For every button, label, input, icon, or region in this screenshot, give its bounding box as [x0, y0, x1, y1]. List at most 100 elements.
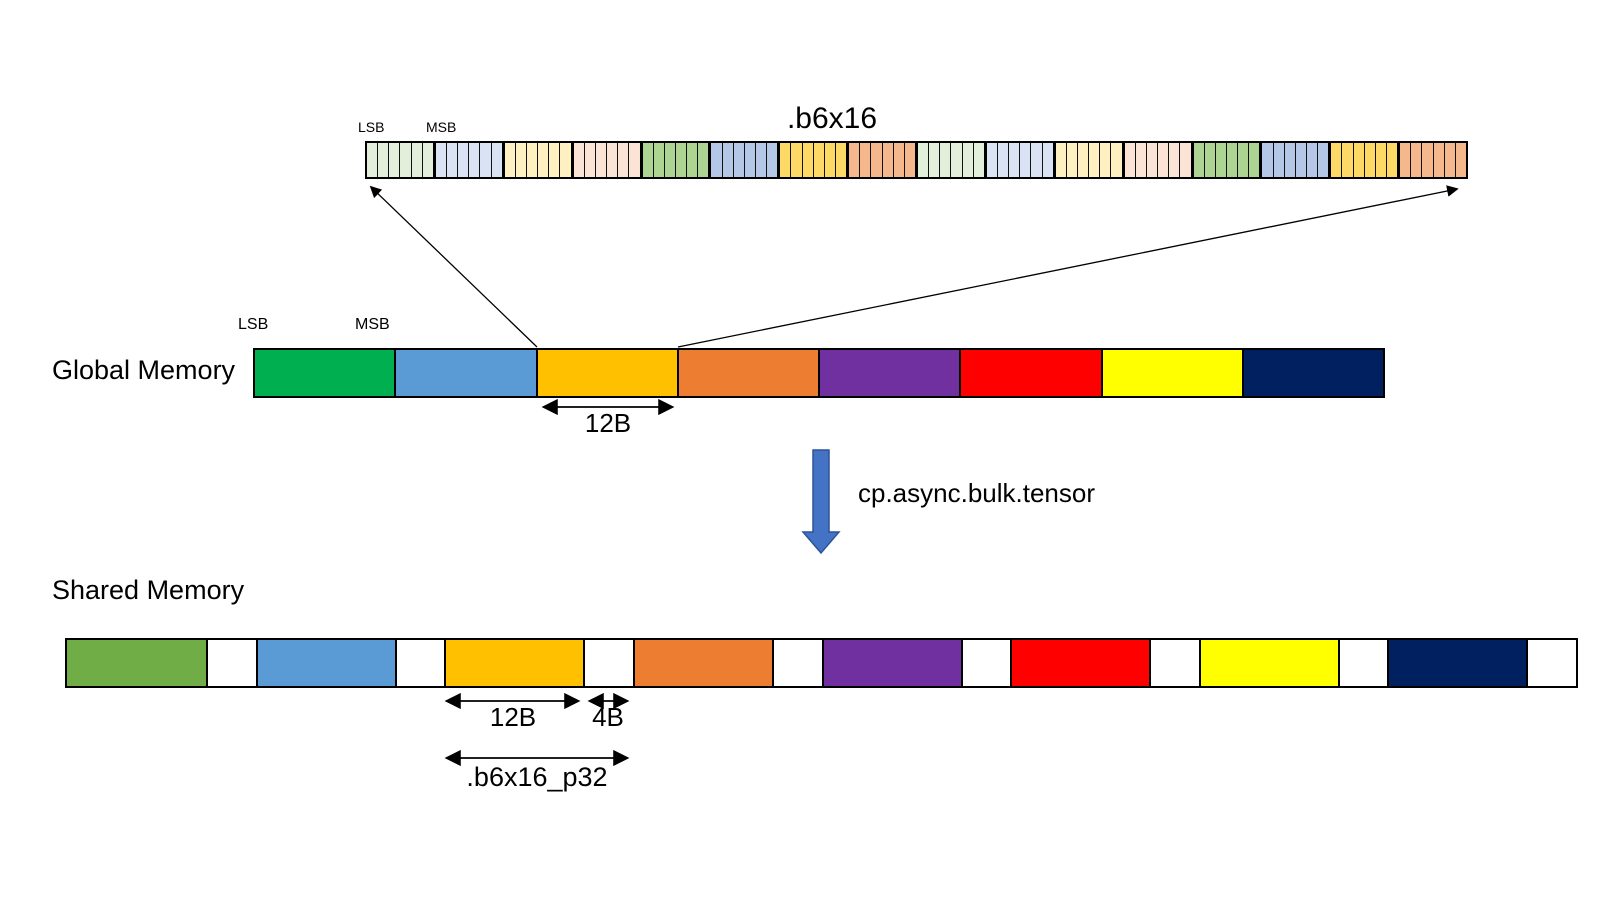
bit-group — [570, 143, 640, 177]
bit-group — [367, 143, 433, 177]
bit-cell — [1305, 143, 1317, 177]
global-block-amber — [535, 348, 679, 398]
copy-instruction-label: cp.async.bulk.tensor — [858, 478, 1096, 508]
bit-cell — [1168, 143, 1179, 177]
copy-down-arrow — [803, 450, 839, 553]
shared-memory-label: Shared Memory — [52, 575, 245, 605]
bit-cell — [1125, 143, 1135, 177]
bit-cell — [388, 143, 399, 177]
bit-cell — [410, 143, 422, 177]
bit-cell — [1145, 143, 1157, 177]
bit-cell — [1030, 143, 1041, 177]
bit-cell — [1088, 143, 1099, 177]
shared-padding-gap — [773, 640, 822, 686]
bit-cell — [928, 143, 939, 177]
shared-b6x16p32-label: .b6x16_p32 — [466, 762, 608, 792]
global-memory-row — [253, 348, 1385, 398]
shared-padding-gap — [1528, 640, 1576, 686]
bit-strip — [365, 141, 1468, 179]
bit-group — [777, 143, 847, 177]
shared-padding-gap — [208, 640, 256, 686]
bit-cell — [559, 143, 570, 177]
shared-padding-gap — [585, 640, 633, 686]
bit-cell — [1225, 143, 1237, 177]
shared-block-navy — [1387, 640, 1529, 686]
bit-cell — [1203, 143, 1215, 177]
bit-cell — [743, 143, 755, 177]
bit-cell — [1432, 143, 1444, 177]
bit-cell — [674, 143, 686, 177]
bit-cell — [766, 143, 777, 177]
bit-cell — [505, 143, 515, 177]
bit-cell — [686, 143, 697, 177]
bit-strip-msb-label: MSB — [426, 119, 457, 135]
bit-cell — [643, 143, 653, 177]
bit-cell — [711, 143, 721, 177]
bit-cell — [1272, 143, 1284, 177]
bit-cell — [1134, 143, 1146, 177]
bit-cell — [514, 143, 526, 177]
bit-group — [915, 143, 984, 177]
bit-cell — [697, 143, 708, 177]
bit-cell — [1331, 143, 1341, 177]
shared-block-yellow — [1198, 640, 1340, 686]
bit-cell — [399, 143, 410, 177]
shared-padding-gap — [396, 640, 445, 686]
bit-cell — [663, 143, 675, 177]
bit-cell — [583, 143, 595, 177]
bit-cell — [574, 143, 584, 177]
shared-memory-row — [65, 638, 1578, 688]
copy-down-arrow-outline — [801, 449, 841, 555]
bit-cell — [1214, 143, 1226, 177]
bit-cell — [903, 143, 915, 177]
bit-cell — [823, 143, 835, 177]
bit-cell — [1374, 143, 1386, 177]
bit-group — [846, 143, 915, 177]
bit-group — [708, 143, 778, 177]
bit-cell — [1421, 143, 1432, 177]
shared-12b-label: 12B — [489, 702, 537, 732]
global-block-red — [959, 348, 1103, 398]
bit-cell — [1194, 143, 1204, 177]
bit-cell — [1008, 143, 1019, 177]
bit-cell — [1262, 143, 1272, 177]
bit-cell — [1443, 143, 1455, 177]
bit-group — [501, 143, 571, 177]
bit-cell — [961, 143, 973, 177]
bit-cell — [834, 143, 846, 177]
bit-cell — [1065, 143, 1077, 177]
bit-cell — [617, 143, 628, 177]
bit-group — [1397, 143, 1466, 177]
bit-cell — [1352, 143, 1364, 177]
bit-cell — [526, 143, 537, 177]
shared-padding-gap — [962, 640, 1011, 686]
shared-block-amber — [444, 640, 586, 686]
bit-cell — [594, 143, 606, 177]
bit-cell — [1400, 143, 1410, 177]
global-block-blue — [394, 348, 538, 398]
bit-cell — [1179, 143, 1190, 177]
bit-group — [1328, 143, 1398, 177]
bit-cell — [997, 143, 1008, 177]
bit-cell — [1341, 143, 1352, 177]
bit-cell — [1317, 143, 1328, 177]
bit-cell — [939, 143, 950, 177]
zoom-connector-left-arrow — [369, 185, 538, 348]
global-memory-label: Global Memory — [52, 355, 236, 385]
bit-cell — [950, 143, 961, 177]
bit-cell — [732, 143, 744, 177]
global-12b-label: 12B — [584, 408, 632, 438]
bit-cell — [1283, 143, 1295, 177]
shared-block-blue — [255, 640, 397, 686]
bit-cell — [812, 143, 824, 177]
bit-cell — [881, 143, 893, 177]
bit-strip-lsb-label: LSB — [358, 119, 385, 135]
bit-group — [1190, 143, 1260, 177]
global-block-yellow — [1100, 348, 1244, 398]
global-block-orange — [676, 348, 820, 398]
bit-cell — [1294, 143, 1306, 177]
bit-cell — [972, 143, 984, 177]
bit-cell — [652, 143, 664, 177]
